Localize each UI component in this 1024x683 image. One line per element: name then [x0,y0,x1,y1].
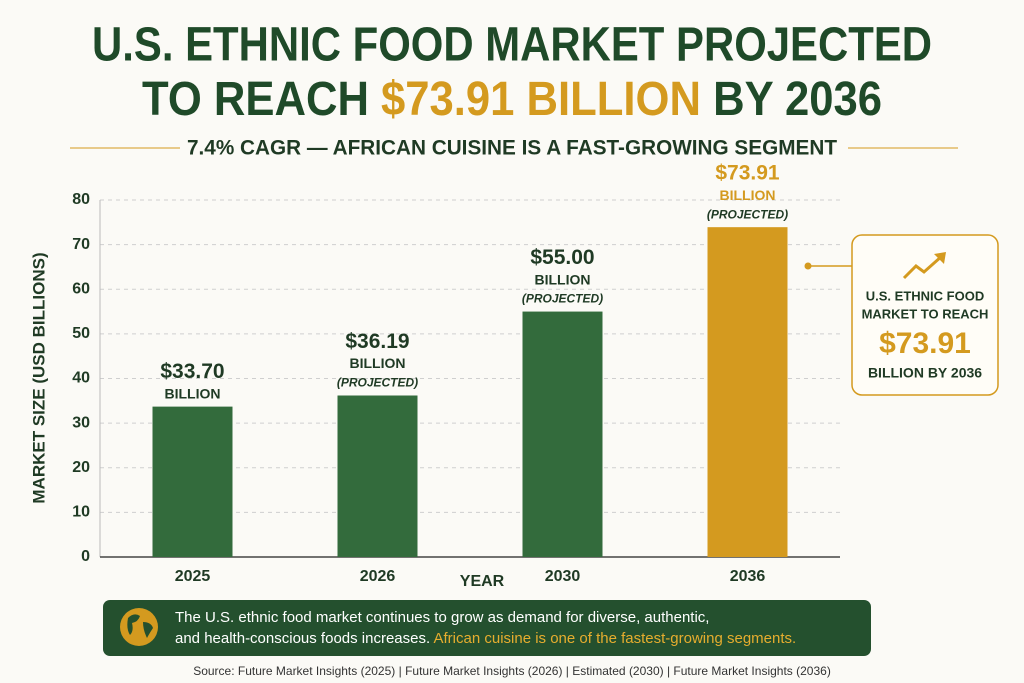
y-tick-label: 80 [72,191,90,208]
bar [707,227,788,557]
bar-note: BILLION [535,271,591,287]
x-tick-label: 2036 [730,568,766,585]
bar [337,395,418,557]
y-tick-label: 60 [72,280,90,297]
bar-note: (PROJECTED) [522,292,603,306]
footer-line: and health-conscious foods increases. Af… [175,630,796,647]
callout-line: MARKET TO REACH [862,306,989,321]
footer-box [103,600,871,656]
bar [522,311,603,557]
bar-note: BILLION [350,355,406,371]
y-tick-label: 50 [72,325,90,342]
callout-line: U.S. ETHNIC FOOD [866,288,984,303]
callout-suffix: BILLION BY 2036 [868,365,982,381]
y-tick-label: 40 [72,370,90,387]
y-tick-label: 30 [72,414,90,431]
value-label: $73.91 [715,162,780,185]
footer-highlight: African cuisine is one of the fastest-gr… [434,630,797,647]
bar [152,406,233,557]
title-highlight: $73.91 BILLION [381,73,701,126]
globe-land [127,614,153,638]
value-label: $55.00 [530,246,594,269]
trend-icon [902,254,943,280]
y-tick-label: 0 [81,548,90,565]
footer-line: The U.S. ethnic food market continues to… [175,609,709,626]
callout-value: $73.91 [879,327,971,360]
footer-text: and health-conscious foods increases. [175,630,430,647]
y-tick-label: 20 [72,459,90,476]
bar-note: BILLION [720,187,776,203]
source: Source: Future Market Insights (2025) | … [193,664,831,678]
value-label: $36.19 [345,330,409,353]
x-tick-label: 2026 [360,568,396,585]
title-part: TO REACH [142,73,369,126]
subtitle: 7.4% CAGR — AFRICAN CUISINE IS A FAST-GR… [187,137,837,160]
callout-box [851,234,999,396]
callout-dot [804,262,812,270]
y-tick-label: 70 [72,236,90,253]
trend-icon-head [934,252,946,264]
title-line2: TO REACH $73.91 BILLION BY 2036 [142,73,882,126]
x-tick-label: 2030 [545,568,581,585]
bar-note: (PROJECTED) [707,207,788,221]
bar-note: (PROJECTED) [337,376,418,390]
bar-note: BILLION [165,385,221,401]
title-line1: U.S. ETHNIC FOOD MARKET PROJECTED [92,19,932,72]
title-part: BY 2036 [713,73,882,126]
y-axis-label: MARKET SIZE (USD BILLIONS) [29,252,48,503]
x-axis-label: YEAR [460,573,505,590]
value-label: $33.70 [160,360,224,383]
y-tick-label: 10 [72,504,90,521]
x-tick-label: 2025 [175,568,211,585]
